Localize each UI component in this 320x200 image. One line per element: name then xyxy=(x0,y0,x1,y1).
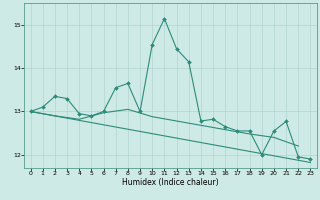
X-axis label: Humidex (Indice chaleur): Humidex (Indice chaleur) xyxy=(122,178,219,187)
